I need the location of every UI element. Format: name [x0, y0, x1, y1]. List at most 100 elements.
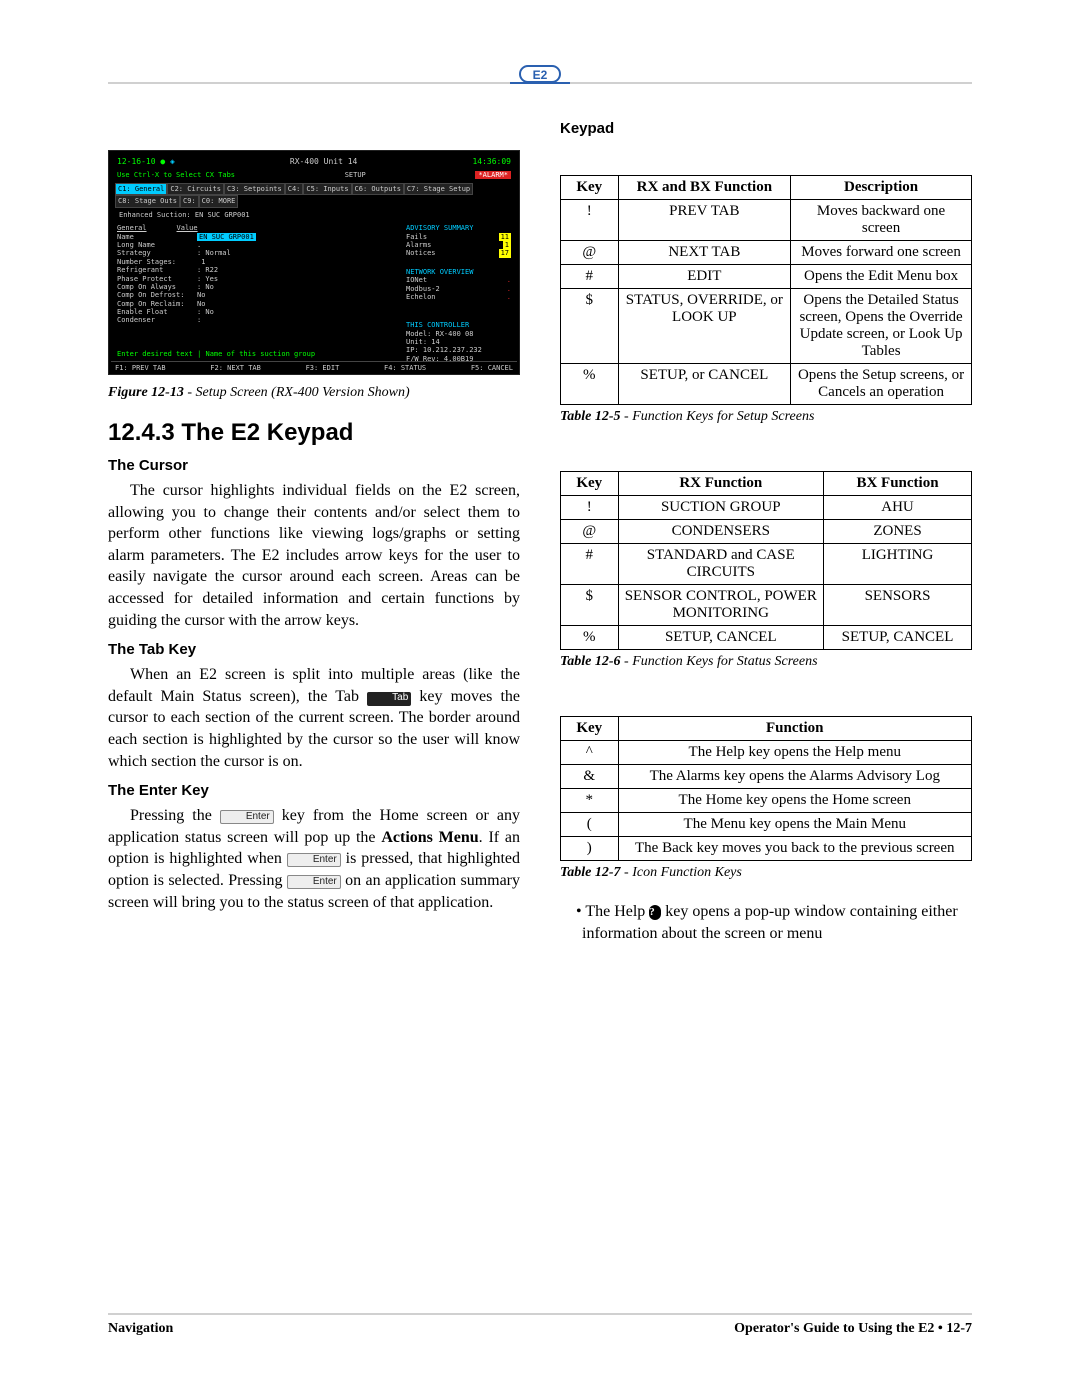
tabkey-body: When an E2 screen is split into multiple… — [108, 664, 520, 772]
ss-alarm-tag: *ALARM* — [475, 171, 511, 179]
cursor-subhead: The Cursor — [108, 457, 520, 474]
table-header: RX and BX Function — [618, 176, 791, 200]
enterkey-body: Pressing the Enter key from the Home scr… — [108, 805, 520, 913]
table-cell: SETUP, or CANCEL — [618, 364, 791, 405]
setup-screenshot: 12-16-10 ● ◈ RX-400 Unit 14 14:36:09 Use… — [108, 150, 520, 375]
enter-key-icon: Enter — [220, 810, 274, 824]
ss-tab: C9: — [180, 195, 199, 207]
table-cell: % — [561, 364, 619, 405]
table-cell: The Back key moves you back to the previ… — [618, 837, 971, 861]
table-cell: ) — [561, 837, 619, 861]
table-cell: @ — [561, 520, 619, 544]
ss-date: 12-16-10 ● ◈ — [117, 157, 175, 167]
enterkey-subhead: The Enter Key — [108, 782, 520, 799]
table-cell: CONDENSERS — [618, 520, 824, 544]
table-cell: Moves backward one screen — [791, 200, 972, 241]
table-cell: STATUS, OVERRIDE, or LOOK UP — [618, 289, 791, 364]
table-row: !SUCTION GROUPAHU — [561, 496, 972, 520]
table-row: )The Back key moves you back to the prev… — [561, 837, 972, 861]
table-cell: Opens the Edit Menu box — [791, 265, 972, 289]
table-row: @NEXT TABMoves forward one screen — [561, 241, 972, 265]
table-row: @CONDENSERSZONES — [561, 520, 972, 544]
ss-tab: C5: Inputs — [303, 183, 351, 195]
keypad-subhead: Keypad — [560, 120, 972, 137]
left-column: 12-16-10 ● ◈ RX-400 Unit 14 14:36:09 Use… — [108, 110, 520, 1287]
table-row: $STATUS, OVERRIDE, or LOOK UPOpens the D… — [561, 289, 972, 364]
table-cell: % — [561, 626, 619, 650]
table-cell: Opens the Setup screens, or Cancels an o… — [791, 364, 972, 405]
table-row: $SENSOR CONTROL, POWER MONITORINGSENSORS — [561, 585, 972, 626]
table-row: #EDITOpens the Edit Menu box — [561, 265, 972, 289]
ss-tab: C0: MORE — [199, 195, 239, 207]
section-title: 12.4.3 The E2 Keypad — [108, 419, 520, 447]
table-cell: The Alarms key opens the Alarms Advisory… — [618, 765, 971, 789]
table-cell: EDIT — [618, 265, 791, 289]
ss-time: 14:36:09 — [472, 157, 511, 167]
table-12-6: KeyRX FunctionBX Function!SUCTION GROUPA… — [560, 471, 972, 650]
table-cell: ! — [561, 200, 619, 241]
table-cell: ! — [561, 496, 619, 520]
table-cell: NEXT TAB — [618, 241, 791, 265]
ss-controller: Model: RX-400 08Unit: 14IP: 10.212.237.2… — [406, 330, 511, 364]
page-footer: Navigation Operator's Guide to Using the… — [108, 1313, 972, 1337]
ss-controller-title: THIS CONTROLLER — [406, 321, 511, 329]
table-cell: SETUP, CANCEL — [618, 626, 824, 650]
table-row: &The Alarms key opens the Alarms Advisor… — [561, 765, 972, 789]
table-header: Key — [561, 176, 619, 200]
table-row: !PREV TABMoves backward one screen — [561, 200, 972, 241]
ss-network-title: NETWORK OVERVIEW — [406, 268, 511, 276]
table-cell: The Menu key opens the Main Menu — [618, 813, 971, 837]
table-cell: $ — [561, 585, 619, 626]
help-bullet: • The Help ? key opens a pop-up window c… — [582, 901, 972, 944]
table-cell: Moves forward one screen — [791, 241, 972, 265]
tabkey-subhead: The Tab Key — [108, 641, 520, 658]
footer-left: Navigation — [108, 1321, 173, 1336]
table-cell: ^ — [561, 741, 619, 765]
ss-general-hdr: General — [117, 224, 147, 232]
ss-prompt: Enter desired text | Name of this suctio… — [113, 348, 319, 360]
right-column: Keypad KeyRX and BX FunctionDescription!… — [552, 110, 972, 1287]
table-cell: @ — [561, 241, 619, 265]
ss-advisory: Fails11Alarms1Notices17 — [406, 233, 511, 258]
enter-key-icon: Enter — [287, 853, 341, 867]
table-12-6-caption: Table 12-6 - Function Keys for Status Sc… — [560, 654, 972, 670]
table-cell: ( — [561, 813, 619, 837]
help-oval-icon: ? — [649, 905, 661, 920]
table-row: (The Menu key opens the Main Menu — [561, 813, 972, 837]
table-cell: & — [561, 765, 619, 789]
figure-caption: Figure 12-13 - Setup Screen (RX-400 Vers… — [108, 385, 520, 401]
table-cell: ZONES — [824, 520, 972, 544]
ss-tab: C7: Stage Setup — [404, 183, 473, 195]
ss-footer: F1: PREV TABF2: NEXT TABF3: EDITF4: STAT… — [111, 361, 517, 372]
tab-key-icon: Tab — [367, 692, 411, 706]
table-cell: STANDARD and CASE CIRCUITS — [618, 544, 824, 585]
ss-enhanced: Enhanced Suction: EN SUC GRP001 — [113, 210, 515, 220]
brand-logo: E2 — [516, 60, 564, 88]
table-cell: SENSOR CONTROL, POWER MONITORING — [618, 585, 824, 626]
ss-tab: C3: Setpoints — [224, 183, 285, 195]
table-12-5-caption: Table 12-5 - Function Keys for Setup Scr… — [560, 409, 972, 425]
ss-subtitle: SETUP — [345, 171, 366, 179]
table-cell: PREV TAB — [618, 200, 791, 241]
table-cell: AHU — [824, 496, 972, 520]
table-header: Key — [561, 717, 619, 741]
ss-network: IONet.Modbus-2.Echelon. — [406, 276, 511, 301]
table-12-7-caption: Table 12-7 - Icon Function Keys — [560, 865, 972, 881]
ss-tab: C4: — [285, 183, 304, 195]
table-header: Function — [618, 717, 971, 741]
table-row: *The Home key opens the Home screen — [561, 789, 972, 813]
table-header: Description — [791, 176, 972, 200]
footer-page-number: 12-7 — [946, 1321, 972, 1336]
ss-hint: Use Ctrl-X to Select CX Tabs — [117, 171, 235, 179]
ss-advisory-title: ADVISORY SUMMARY — [406, 224, 511, 232]
ss-fields: NameEN SUC GRP001Long Name.Strategy: Nor… — [117, 233, 400, 325]
table-12-7: KeyFunction^The Help key opens the Help … — [560, 716, 972, 861]
table-12-5: KeyRX and BX FunctionDescription!PREV TA… — [560, 175, 972, 405]
table-row: %SETUP, or CANCELOpens the Setup screens… — [561, 364, 972, 405]
ss-value-hdr: Value — [177, 224, 198, 232]
enter-key-icon: Enter — [287, 875, 341, 889]
ss-tab: C2: Circuits — [167, 183, 224, 195]
table-cell: Opens the Detailed Status screen, Opens … — [791, 289, 972, 364]
table-cell: # — [561, 265, 619, 289]
table-cell: SETUP, CANCEL — [824, 626, 972, 650]
